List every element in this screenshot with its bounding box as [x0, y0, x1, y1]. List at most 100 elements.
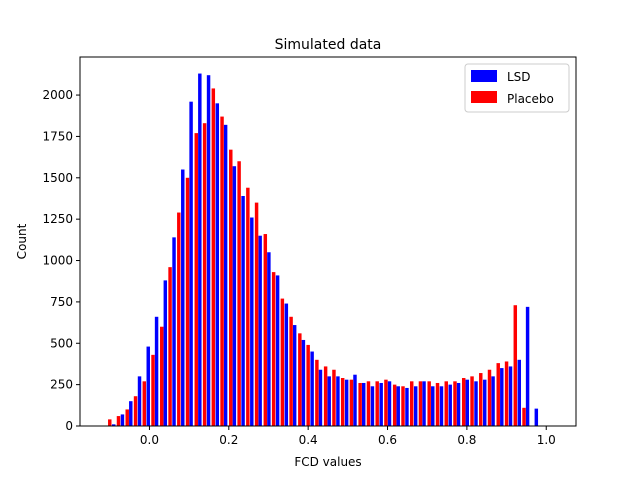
y-axis: 0 250 500 750 1000 1250 1500 1750 2000: [42, 88, 80, 433]
bar-lsd-37: [431, 386, 435, 426]
y-tick-label: 1750: [42, 129, 73, 143]
y-tick-label: 750: [50, 295, 73, 309]
x-tick-label: 1.0: [537, 433, 556, 447]
bar-placebo-23: [306, 344, 310, 426]
bar-placebo-16: [246, 187, 250, 426]
bar-placebo-1: [116, 416, 121, 426]
bar-placebo-36: [418, 381, 423, 426]
x-axis-label: FCD values: [294, 455, 361, 469]
bar-lsd-17: [258, 235, 262, 426]
bar-lsd-25: [327, 376, 331, 426]
bar-lsd-43: [483, 379, 487, 426]
bar-lsd-34: [405, 387, 409, 426]
bar-placebo-5: [151, 354, 155, 426]
x-tick-label: 0.4: [299, 433, 318, 447]
bar-lsd-1: [120, 414, 125, 426]
bar-lsd-10: [198, 73, 202, 427]
bar-lsd-49: [534, 408, 539, 426]
bar-placebo-28: [349, 379, 354, 426]
bar-placebo-11: [202, 123, 207, 426]
bar-lsd-29: [361, 382, 366, 426]
bar-placebo-43: [479, 373, 483, 426]
bar-lsd-39: [448, 384, 452, 426]
bar-placebo-31: [375, 381, 379, 426]
bar-lsd-19: [275, 275, 280, 426]
bar-lsd-44: [491, 376, 495, 426]
bar-lsd-14: [232, 166, 237, 426]
bar-placebo-21: [289, 316, 293, 426]
bar-placebo-38: [435, 382, 440, 426]
bar-lsd-24: [318, 369, 323, 426]
bar-lsd-38: [439, 386, 444, 426]
bar-placebo-9: [185, 177, 190, 426]
bar-placebo-4: [142, 381, 147, 426]
bar-placebo-2: [125, 409, 129, 426]
x-axis: 0.0 0.2 0.4 0.6 0.8 1.0: [140, 426, 556, 447]
bar-placebo-48: [522, 407, 526, 426]
legend-swatch-lsd: [471, 70, 497, 82]
chart-title: Simulated data: [275, 37, 382, 53]
bar-placebo-13: [220, 116, 224, 426]
bar-lsd-23: [310, 351, 314, 426]
bar-lsd-13: [223, 124, 228, 426]
bar-placebo-18: [263, 234, 268, 426]
bar-placebo-41: [461, 378, 466, 426]
bar-lsd-5: [154, 316, 159, 426]
legend-label-placebo: Placebo: [507, 92, 554, 106]
x-tick-label: 0.8: [457, 433, 476, 447]
bar-lsd-40: [456, 382, 461, 426]
bar-lsd-42: [474, 381, 478, 426]
legend: LSD Placebo: [464, 63, 570, 113]
bar-placebo-27: [340, 378, 345, 426]
plot-frame: [79, 56, 577, 427]
bar-placebo-26: [332, 369, 336, 426]
bar-placebo-25: [323, 366, 328, 426]
bar-lsd-11: [206, 75, 211, 426]
bar-placebo-15: [237, 161, 241, 426]
bar-placebo-46: [504, 361, 509, 426]
bar-lsd-22: [301, 339, 306, 426]
bar-lsd-21: [292, 325, 297, 426]
y-tick-label: 1500: [42, 171, 73, 185]
y-tick-label: 250: [50, 378, 73, 392]
y-tick-label: 500: [50, 336, 73, 350]
bar-placebo-12: [211, 88, 216, 426]
bar-placebo-3: [133, 396, 138, 426]
bar-placebo-7: [168, 267, 172, 426]
x-tick-label: 0.0: [140, 433, 159, 447]
bar-lsd-27: [344, 379, 349, 426]
legend-label-lsd: LSD: [507, 70, 531, 84]
y-tick-label: 1250: [42, 212, 73, 226]
bar-lsd-0: [112, 424, 116, 426]
bar-lsd-36: [422, 381, 426, 426]
bar-lsd-41: [465, 379, 470, 426]
bar-lsd-28: [353, 374, 357, 426]
bar-lsd-31: [379, 382, 383, 426]
y-axis-label: Count: [15, 223, 29, 259]
bar-lsd-18: [267, 252, 271, 426]
bar-lsd-20: [284, 303, 289, 426]
bar-placebo-42: [470, 376, 474, 426]
bar-placebo-8: [177, 212, 181, 426]
bar-placebo-44: [487, 369, 492, 426]
bar-lsd-2: [129, 401, 133, 426]
bar-placebo-29: [358, 382, 362, 426]
bar-placebo-17: [254, 202, 259, 426]
bar-lsd-33: [396, 386, 400, 426]
bar-lsd-16: [250, 217, 254, 426]
bar-placebo-37: [427, 381, 431, 426]
bar-lsd-35: [413, 386, 418, 426]
bar-placebo-0: [108, 419, 112, 426]
bar-lsd-8: [181, 169, 185, 426]
bar-placebo-40: [453, 381, 457, 426]
bar-lsd-4: [146, 346, 150, 426]
bar-lsd-3: [137, 376, 142, 426]
bar-lsd-48: [525, 306, 530, 426]
x-tick-label: 0.6: [378, 433, 397, 447]
y-tick-label: 1000: [42, 254, 73, 268]
bar-placebo-47: [513, 305, 518, 426]
bar-lsd-47: [517, 359, 521, 426]
x-tick-label: 0.2: [219, 433, 238, 447]
y-tick-label: 2000: [42, 88, 73, 102]
